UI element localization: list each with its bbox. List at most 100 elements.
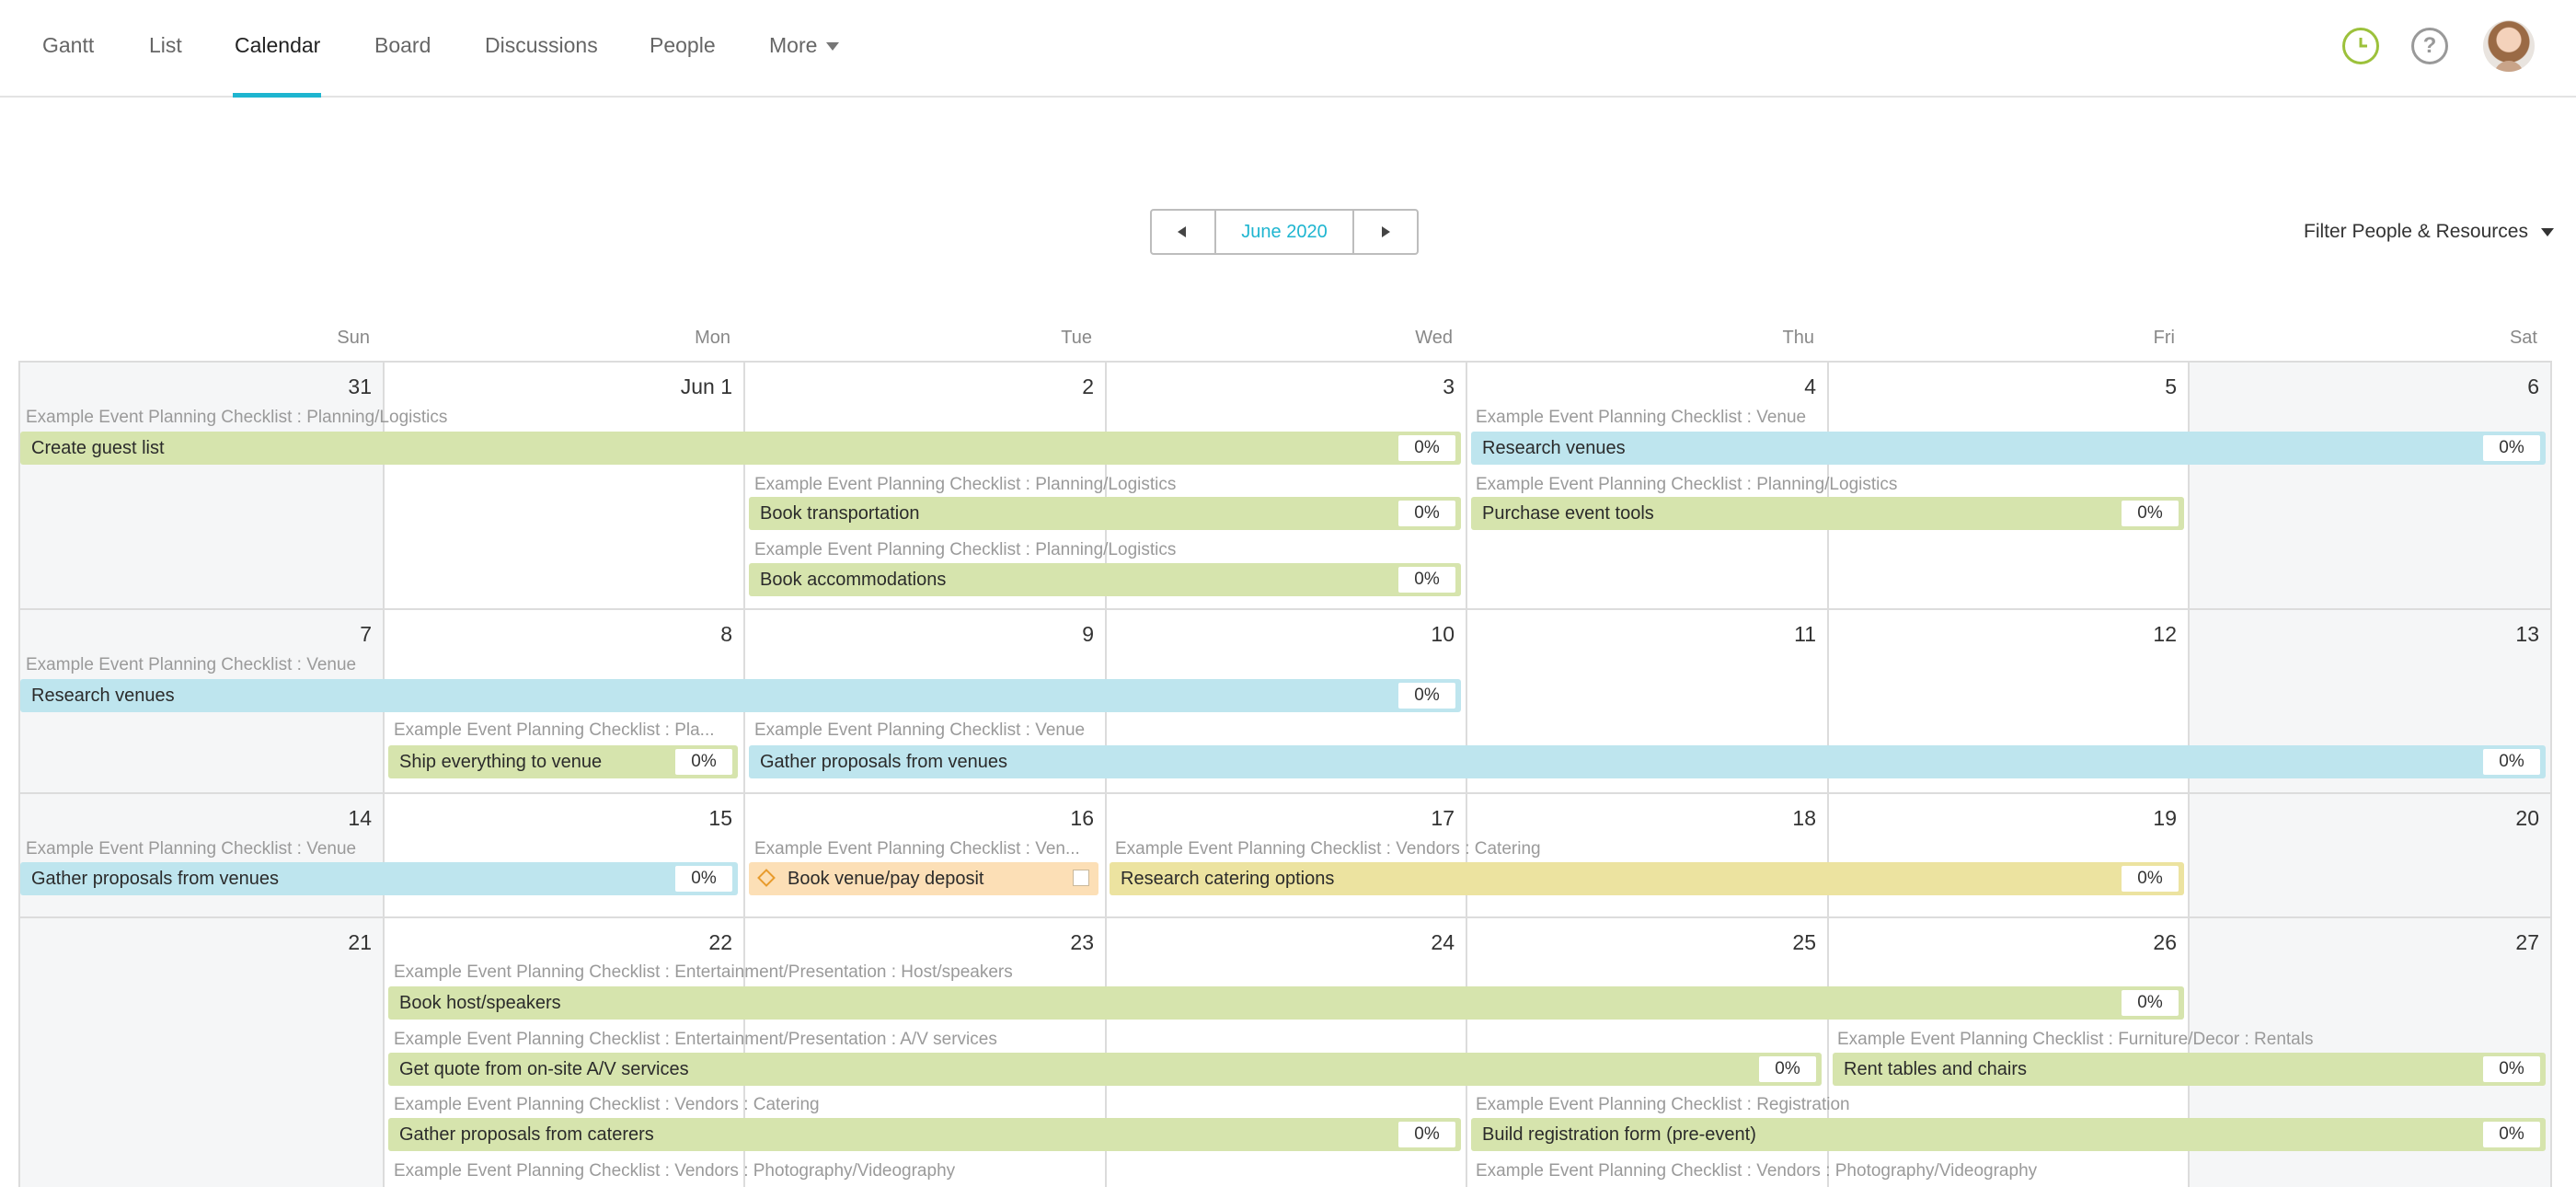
- task-percent-complete: 0%: [2122, 501, 2179, 526]
- day-cell[interactable]: [1827, 792, 2188, 916]
- day-cell[interactable]: [1827, 608, 2188, 792]
- task-name: Book transportation: [760, 503, 920, 524]
- task-name: Gather proposals from venues: [31, 869, 280, 889]
- task-bar[interactable]: Research catering options 0%: [1110, 862, 2184, 895]
- task-name: Create guest list: [31, 438, 165, 458]
- task-percent-complete: 0%: [1398, 1122, 1455, 1147]
- task-bar[interactable]: Purchase event tools 0%: [1471, 497, 2184, 530]
- task-bar[interactable]: Build registration form (pre-event) 0%: [1471, 1118, 2546, 1151]
- day-cell[interactable]: [2188, 361, 2550, 608]
- task-percent-complete: 0%: [2483, 1122, 2540, 1147]
- milestone-checkbox[interactable]: [1073, 870, 1089, 886]
- day-number: 2: [1082, 375, 1094, 398]
- chevron-down-icon: [2540, 227, 2554, 236]
- task-name: Gather proposals from venues: [760, 752, 1008, 772]
- task-bar[interactable]: Research venues 0%: [1471, 432, 2546, 465]
- day-number: 13: [2515, 622, 2539, 646]
- tab-discussions[interactable]: Discussions: [485, 33, 598, 57]
- day-number: 12: [2153, 622, 2177, 646]
- milestone-bar[interactable]: Book venue/pay deposit: [749, 862, 1098, 895]
- task-context-label: Example Event Planning Checklist : Plann…: [26, 408, 448, 427]
- day-cell[interactable]: [1105, 916, 1466, 1187]
- day-cell[interactable]: [2188, 792, 2550, 916]
- day-number: 4: [1804, 375, 1816, 398]
- day-number: 22: [708, 930, 732, 954]
- help-icon[interactable]: ?: [2411, 28, 2448, 64]
- day-number: 31: [348, 375, 372, 398]
- task-name: Book host/speakers: [399, 993, 561, 1013]
- task-name: Research venues: [1482, 438, 1626, 458]
- task-bar[interactable]: Research venues 0%: [20, 679, 1461, 712]
- day-cell[interactable]: [1466, 916, 1827, 1187]
- weekday-header-sun: Sun: [337, 328, 370, 348]
- top-nav: Gantt List Calendar Board Discussions Pe…: [0, 0, 2576, 98]
- day-cell[interactable]: [743, 361, 1105, 608]
- task-context-label: Example Event Planning Checklist : Pla..…: [394, 720, 715, 740]
- task-bar[interactable]: Book host/speakers 0%: [388, 986, 2184, 1020]
- day-cell[interactable]: [1105, 361, 1466, 608]
- task-percent-complete: 0%: [2483, 435, 2540, 461]
- day-number: 24: [1431, 930, 1455, 954]
- day-cell[interactable]: [1827, 916, 2188, 1187]
- tab-list[interactable]: List: [149, 33, 182, 57]
- task-bar[interactable]: Book transportation 0%: [749, 497, 1461, 530]
- task-name: Get quote from on-site A/V services: [399, 1059, 689, 1079]
- task-context-label: Example Event Planning Checklist : Enter…: [394, 962, 1013, 982]
- day-cell[interactable]: [743, 792, 1105, 916]
- day-cell[interactable]: [383, 361, 743, 608]
- day-cell[interactable]: [18, 792, 383, 916]
- day-cell[interactable]: [18, 361, 383, 608]
- weekday-header-sat: Sat: [2509, 328, 2537, 348]
- task-context-label: Example Event Planning Checklist : Plann…: [1476, 475, 1898, 494]
- day-cell[interactable]: [1827, 361, 2188, 608]
- month-label[interactable]: June 2020: [1241, 222, 1328, 242]
- task-percent-complete: 0%: [2122, 990, 2179, 1016]
- clock-icon[interactable]: [2342, 28, 2379, 64]
- day-cell[interactable]: [383, 792, 743, 916]
- day-number: 23: [1070, 930, 1094, 954]
- task-percent-complete: 0%: [2483, 1056, 2540, 1082]
- task-bar[interactable]: Create guest list 0%: [20, 432, 1461, 465]
- day-number: 17: [1431, 806, 1455, 830]
- weekday-header-mon: Mon: [695, 328, 730, 348]
- filter-people-resources-dropdown[interactable]: Filter People & Resources: [2304, 221, 2554, 243]
- day-number: 25: [1792, 930, 1816, 954]
- tab-board[interactable]: Board: [374, 33, 431, 57]
- task-percent-complete: 0%: [1759, 1056, 1816, 1082]
- task-context-label: Example Event Planning Checklist : Regis…: [1476, 1095, 1850, 1114]
- task-bar[interactable]: Gather proposals from venues 0%: [20, 862, 738, 895]
- task-bar[interactable]: Gather proposals from venues 0%: [749, 745, 2546, 778]
- day-cell[interactable]: [1105, 792, 1466, 916]
- task-context-label: Example Event Planning Checklist : Venue: [1476, 408, 1807, 427]
- active-tab-indicator: [233, 93, 321, 98]
- day-cell[interactable]: [1466, 792, 1827, 916]
- task-context-label: Example Event Planning Checklist : Vendo…: [1115, 839, 1541, 859]
- task-bar[interactable]: Ship everything to venue 0%: [388, 745, 738, 778]
- filter-label: Filter People & Resources: [2304, 221, 2528, 242]
- tab-gantt[interactable]: Gantt: [42, 33, 95, 57]
- day-cell[interactable]: [743, 916, 1105, 1187]
- tab-calendar[interactable]: Calendar: [235, 33, 321, 57]
- weekday-header-thu: Thu: [1782, 328, 1814, 348]
- day-cell[interactable]: [1466, 608, 1827, 792]
- day-number: 11: [1794, 622, 1816, 646]
- task-bar[interactable]: Rent tables and chairs 0%: [1833, 1053, 2546, 1086]
- next-month-button[interactable]: [1352, 211, 1417, 253]
- day-cell[interactable]: [383, 916, 743, 1187]
- task-name: Gather proposals from caterers: [399, 1124, 654, 1145]
- prev-month-button[interactable]: [1152, 211, 1216, 253]
- tab-people[interactable]: People: [650, 33, 716, 57]
- day-number: 18: [1792, 806, 1816, 830]
- task-bar[interactable]: Book accommodations 0%: [749, 563, 1461, 596]
- task-name: Book venue/pay deposit: [788, 869, 984, 889]
- day-number: Jun 1: [680, 375, 732, 398]
- day-cell[interactable]: [18, 916, 383, 1187]
- avatar[interactable]: [2483, 20, 2535, 72]
- tab-more[interactable]: More: [769, 33, 840, 58]
- day-cell[interactable]: [1466, 361, 1827, 608]
- task-percent-complete: 0%: [2122, 866, 2179, 892]
- task-bar[interactable]: Get quote from on-site A/V services 0%: [388, 1053, 1822, 1086]
- milestone-diamond-icon: [757, 869, 776, 887]
- task-bar[interactable]: Gather proposals from caterers 0%: [388, 1118, 1461, 1151]
- task-name: Build registration form (pre-event): [1482, 1124, 1756, 1145]
